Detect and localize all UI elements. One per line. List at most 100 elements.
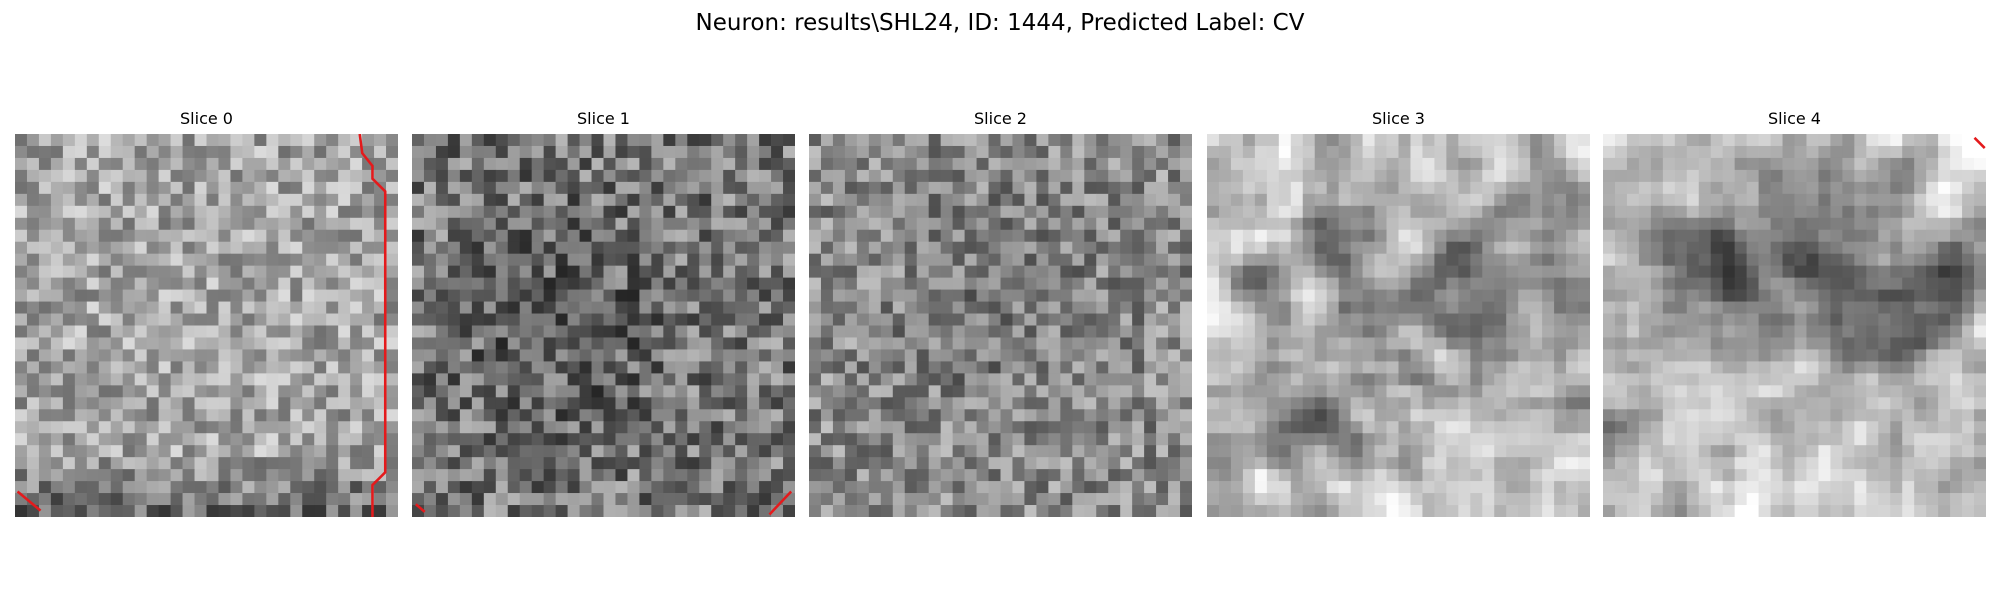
pixel [447,205,461,219]
pixel [747,469,760,482]
pixel [290,481,303,494]
pixel [1710,409,1724,422]
pixel [940,433,953,446]
pixel [1036,217,1049,231]
pixel [1770,397,1783,410]
pixel [519,193,533,207]
pixel [1698,265,1712,278]
pixel [350,325,363,338]
pixel [1302,457,1316,470]
pixel [1674,169,1688,183]
pixel [1266,253,1280,267]
pixel [1722,385,1736,398]
pixel [735,241,748,255]
pixel [62,229,76,243]
pixel [964,169,977,183]
pixel [1446,349,1459,362]
pixel [916,217,930,231]
pixel [1554,337,1567,350]
pixel [507,301,521,314]
pixel [976,181,989,195]
pixel [74,349,88,362]
pixel [459,337,473,350]
pixel [844,157,858,171]
pixel [1410,289,1423,302]
pixel [940,493,953,506]
pixel [1566,169,1579,183]
pixel [615,421,628,434]
pixel [1266,181,1280,195]
pixel [1806,265,1819,278]
pixel [1290,325,1304,338]
pixel [386,397,398,410]
pixel [495,505,509,517]
pixel [1374,169,1387,183]
pixel [230,397,243,410]
pixel [146,349,159,362]
pixel [1096,253,1109,267]
pixel [1542,241,1555,255]
pixel [880,493,894,506]
pixel [1722,361,1736,374]
pixel [892,145,906,159]
pixel [771,469,784,482]
pixel [1674,325,1688,338]
pixel [1578,325,1590,338]
pixel [218,241,231,255]
pixel [1218,325,1232,338]
pixel [1482,325,1495,338]
pixel [1554,265,1567,278]
pixel [62,481,76,494]
pixel [591,493,604,506]
pixel [86,157,100,171]
pixel [1132,397,1145,410]
pixel [663,229,676,243]
pixel [1950,361,1963,374]
pixel [1830,325,1843,338]
pixel [1242,349,1256,362]
pixel [242,445,255,458]
pixel [904,493,918,506]
pixel [904,409,918,422]
pixel [98,385,112,398]
pixel [1156,409,1169,422]
pixel [1410,145,1423,159]
pixel [1482,265,1495,278]
pixel [1242,289,1256,302]
pixel [1746,265,1759,278]
pixel [663,217,676,231]
pixel [1338,313,1351,326]
pixel [880,349,894,362]
pixel [1686,337,1700,350]
pixel [218,409,231,422]
pixel [1614,397,1628,410]
pixel [579,385,592,398]
pixel [1842,337,1855,350]
pixel [988,157,1001,171]
pixel [1446,445,1459,458]
pixel [218,433,231,446]
pixel [218,421,231,434]
pixel [1012,205,1025,219]
pixel [976,145,989,159]
pixel [122,289,136,302]
pixel [809,277,822,290]
pixel [1012,313,1025,326]
pixel [1603,265,1616,278]
pixel [1770,313,1783,326]
pixel [1422,169,1435,183]
pixel [1350,445,1363,458]
pixel [1914,337,1927,350]
pixel [1638,253,1652,267]
pixel [362,457,375,470]
pixel [1254,421,1268,434]
pixel [1710,373,1724,386]
pixel [1374,217,1387,231]
pixel [459,421,473,434]
pixel [1698,409,1712,422]
pixel [326,169,339,183]
pixel [435,385,449,398]
pixel [663,385,676,398]
pixel [1422,277,1435,290]
pixel [543,241,556,255]
